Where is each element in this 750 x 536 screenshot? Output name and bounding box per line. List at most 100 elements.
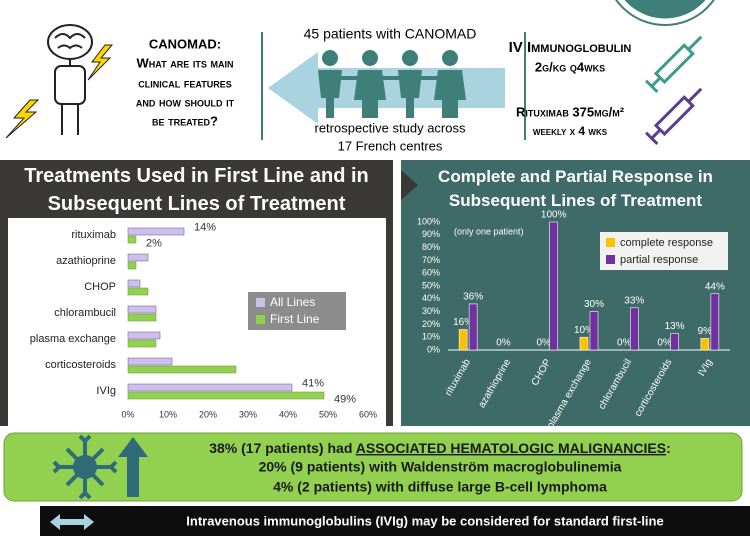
y-tick-label: 20%: [422, 319, 440, 329]
y-tick-label: 100%: [417, 216, 440, 226]
banner-line: 38% (17 patients) had ASSOCIATED HEMATOL…: [209, 440, 671, 456]
banner: [3, 432, 743, 502]
bolt-icon: [87, 44, 114, 81]
footer-text: Intravenous immunoglobulins (IVIg) may b…: [186, 513, 663, 528]
x-tick-label: 60%: [359, 409, 377, 419]
x-tick-label: 50%: [319, 409, 337, 419]
value-label: 41%: [302, 377, 324, 389]
y-tick-label: corticosteroids: [45, 359, 116, 371]
y-tick-label: azathioprine: [56, 255, 116, 267]
value-label: 0%: [536, 338, 551, 349]
legend-label: complete response: [620, 237, 713, 249]
syringe-icon: [644, 87, 703, 146]
value-label: 44%: [705, 281, 725, 292]
person-icon: [47, 24, 93, 135]
chart-title: Treatments Used in First Line and in Sub…: [24, 165, 369, 215]
y-tick-label: chlorambucil: [54, 307, 116, 319]
y-tick-label: 50%: [422, 280, 440, 290]
study-bottom: retrospective study across: [314, 120, 466, 135]
legend: [600, 232, 728, 270]
y-tick-label: rituximab: [71, 229, 116, 241]
y-tick-label: IVIg: [96, 385, 116, 397]
legend-label: partial response: [620, 254, 698, 266]
y-tick-label: 10%: [422, 332, 440, 342]
bar: [629, 307, 639, 351]
bar: [579, 336, 589, 351]
value-label: 0%: [496, 338, 511, 349]
value-label: 2%: [146, 237, 162, 249]
y-tick-label: 0%: [427, 344, 440, 354]
y-tick-label: 90%: [422, 229, 440, 239]
banner-line: 20% (9 patients) with Waldenström macrog…: [259, 459, 622, 475]
question-line: clinical features: [138, 75, 231, 90]
banner-prefix: 38% (17 patients) had: [209, 440, 356, 456]
legend-label: First Line: [270, 312, 320, 326]
bar: [127, 227, 185, 236]
bar: [458, 329, 468, 351]
bar: [127, 391, 325, 400]
bar: [710, 293, 720, 351]
value-label: 49%: [334, 393, 356, 405]
syringe-icon: [644, 35, 703, 94]
legend-swatch: [606, 238, 615, 247]
y-tick-label: 30%: [422, 306, 440, 316]
study-bottom: 17 French centres: [338, 138, 443, 153]
legend-swatch: [256, 298, 265, 307]
treatment: IV Immunoglobulin: [509, 39, 632, 56]
corner-circle: [620, 0, 710, 22]
bar: [468, 303, 478, 351]
bar: [127, 279, 141, 288]
y-tick-label: CHOP: [84, 281, 116, 293]
question-line: be treated?: [152, 113, 218, 128]
y-tick-label: 60%: [422, 268, 440, 278]
value-label: 9%: [698, 326, 713, 337]
antibody-icon: [52, 434, 118, 500]
bar: [549, 221, 559, 351]
x-tick-label: 30%: [239, 409, 257, 419]
bar: [589, 311, 599, 351]
value-label: 100%: [541, 210, 567, 221]
value-label: 0%: [617, 338, 632, 349]
question-title: CANOMAD:: [149, 36, 221, 51]
up-arrow: [118, 437, 148, 497]
corner-ring: [615, 0, 715, 26]
footer: [40, 506, 750, 536]
bolt-icon: [5, 99, 40, 139]
value-label: 30%: [584, 299, 604, 310]
treatment: 2g/kg q4wks: [535, 59, 605, 74]
bar: [127, 313, 157, 322]
gap: [393, 160, 401, 426]
x-tick-label: 10%: [159, 409, 177, 419]
treatment: Rituximab 375mg/m²: [516, 104, 625, 119]
people-icon: [318, 50, 466, 118]
y-tick-label: 80%: [422, 242, 440, 252]
bar: [670, 333, 679, 351]
bar: [127, 235, 137, 244]
bar: [127, 261, 137, 270]
bar: [127, 287, 149, 296]
legend-swatch: [256, 315, 265, 324]
bar: [127, 357, 173, 366]
value-label: 0%: [657, 338, 672, 349]
value-label: 16%: [453, 317, 473, 328]
bar: [127, 253, 149, 262]
bar: [127, 305, 157, 314]
panel: [401, 160, 750, 426]
treatment: weekly x 4 wks: [533, 124, 608, 138]
value-label: 14%: [194, 221, 216, 233]
value-label: 13%: [665, 321, 685, 332]
banner-suffix: :: [666, 440, 671, 456]
value-label: 33%: [624, 295, 644, 306]
question-line: and how should it: [136, 94, 235, 109]
x-tick-label: 40%: [279, 409, 297, 419]
arrow: [268, 52, 505, 124]
annotation: (only one patient): [454, 226, 524, 236]
chart-title: Complete and Partial Response in Subsequ…: [438, 167, 713, 210]
y-tick-label: 40%: [422, 293, 440, 303]
value-label: 10%: [574, 325, 594, 336]
study-top: 45 patients with CANOMAD: [304, 26, 477, 42]
legend-label: All Lines: [270, 295, 315, 309]
footer-icon: [50, 514, 94, 530]
x-tick-label: 0%: [121, 409, 134, 419]
